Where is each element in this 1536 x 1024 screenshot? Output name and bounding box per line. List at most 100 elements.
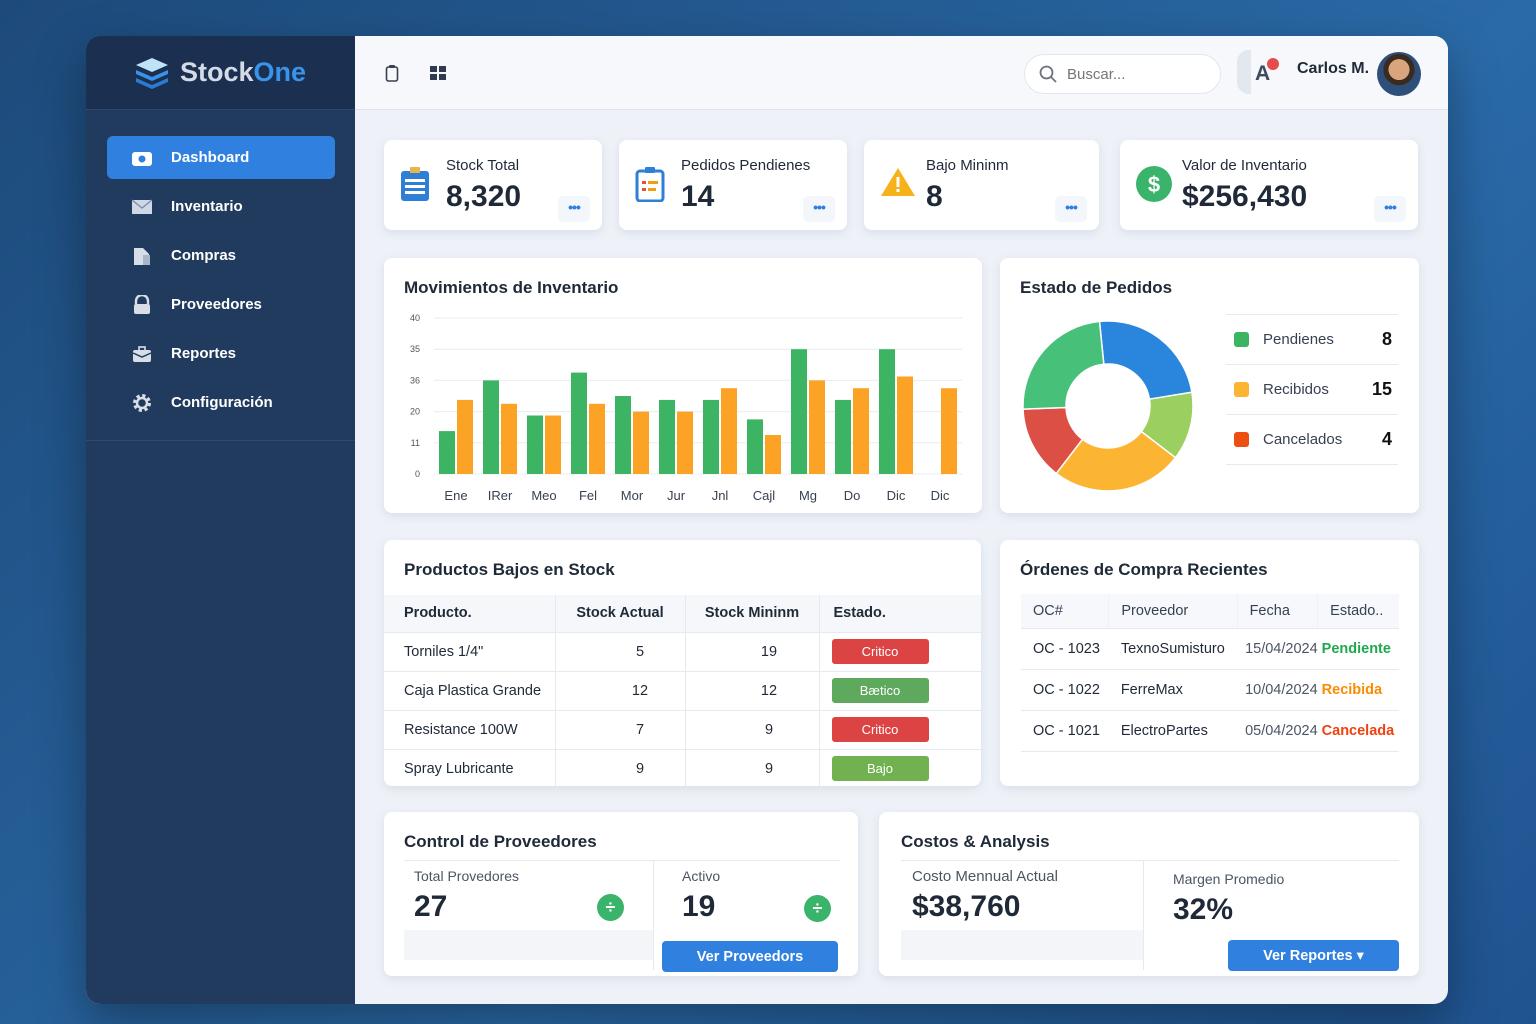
more-options-button[interactable]: ••• — [558, 196, 590, 222]
clipboard-outline-icon[interactable] — [385, 64, 399, 82]
stock-minimum: 12 — [684, 671, 819, 711]
table-row[interactable]: OC - 1022 FerreMax 10/04/2024 Recibida — [1021, 669, 1399, 711]
sidebar-item-inventario[interactable]: Inventario — [107, 185, 335, 228]
bar-outgoing[interactable] — [633, 411, 649, 474]
sidebar-item-label: Inventario — [171, 198, 243, 215]
search-box[interactable] — [1024, 54, 1221, 94]
column-header[interactable]: Estado. — [818, 595, 981, 633]
donut-segment[interactable] — [1022, 320, 1105, 410]
add-icon[interactable]: ÷ — [804, 895, 831, 922]
table-row[interactable]: Resistance 100W 7 9 Critico — [384, 710, 981, 750]
order-id[interactable]: OC - 1022 — [1021, 669, 1109, 711]
legend-label: Cancelados — [1263, 431, 1343, 448]
y-tick-label: 0 — [415, 469, 420, 479]
bar-outgoing[interactable] — [765, 435, 781, 474]
x-tick-label: IRer — [488, 488, 513, 503]
sidebar-nav: Dashboard Inventario Compras Proveedores Rep… — [86, 110, 355, 441]
costs-title: Costos & Analysis — [901, 832, 1050, 851]
grid-icon[interactable] — [430, 66, 446, 80]
app-window: StockOne Dashboard Inventario Compras Prove… — [86, 36, 1448, 1004]
stock-minimum: 19 — [684, 632, 819, 672]
view-suppliers-button[interactable]: Ver Proveedors — [662, 941, 838, 972]
x-tick-label: Do — [844, 488, 861, 503]
bar-outgoing[interactable] — [853, 388, 869, 474]
column-header[interactable]: Proveedor — [1108, 594, 1238, 629]
bar-outgoing[interactable] — [721, 388, 737, 474]
active-suppliers-value: 19 — [682, 890, 716, 923]
stock-minimum: 9 — [684, 710, 819, 750]
order-list-icon — [635, 166, 665, 207]
table-row[interactable]: OC - 1021 ElectroPartes 05/04/2024 Cancelad… — [1021, 710, 1399, 752]
kpi-card: $ Valor de Inventario $256,430 ••• — [1120, 140, 1418, 230]
donut-segment[interactable] — [1055, 430, 1177, 492]
search-input[interactable] — [1067, 65, 1197, 83]
view-reports-button[interactable]: Ver Reportes ▾ — [1228, 940, 1399, 971]
sidebar-item-reportes[interactable]: Reportes — [107, 332, 335, 375]
bar-incoming[interactable] — [879, 349, 895, 474]
movements-title: Movimientos de Inventario — [404, 278, 619, 297]
table-header: Producto. Stock Actual Stock Mininm Estado. — [384, 595, 981, 633]
column-header[interactable]: Producto. — [384, 595, 555, 633]
divider — [1237, 50, 1251, 94]
table-row[interactable]: Torniles 1/4" 5 19 Critico — [384, 632, 981, 672]
sidebar-item-proveedores[interactable]: Proveedores — [107, 283, 335, 326]
bar-incoming[interactable] — [439, 431, 455, 474]
costs-card: Costos & Analysis Costo Mennual Actual $… — [879, 812, 1419, 976]
column-header[interactable]: OC# — [1021, 594, 1109, 629]
notifications-button[interactable]: A — [1255, 58, 1279, 86]
brand-name: Stock — [180, 57, 254, 87]
more-options-button[interactable]: ••• — [1055, 196, 1087, 222]
stock-minimum: 9 — [684, 749, 819, 786]
column-header[interactable]: Stock Actual — [554, 595, 685, 633]
bar-incoming[interactable] — [747, 419, 763, 474]
more-options-button[interactable]: ••• — [1374, 196, 1406, 222]
add-icon[interactable]: ÷ — [597, 894, 624, 921]
column-header[interactable]: Stock Mininm — [684, 595, 819, 633]
bar-outgoing[interactable] — [897, 376, 913, 475]
user-name[interactable]: Carlos M. — [1297, 60, 1370, 77]
logo[interactable]: StockOne — [86, 36, 355, 110]
bar-incoming[interactable] — [527, 415, 543, 475]
table-row[interactable]: Caja Plastica Grande 12 12 Bætico — [384, 671, 981, 711]
table-row[interactable]: Spray Lubricante 9 9 Bajo — [384, 749, 981, 786]
order-id[interactable]: OC - 1021 — [1021, 710, 1109, 752]
bar-incoming[interactable] — [791, 349, 807, 474]
sidebar-item-dashboard[interactable]: Dashboard — [107, 136, 335, 179]
sidebar-item-configuracin[interactable]: Configuración — [107, 381, 335, 424]
column-header[interactable]: Fecha — [1236, 594, 1318, 629]
y-tick-label: 40 — [410, 313, 420, 323]
bar-outgoing[interactable] — [457, 399, 473, 474]
bar-outgoing[interactable] — [809, 380, 825, 474]
supplier-name: FerreMax — [1108, 669, 1238, 711]
table-row[interactable]: OC - 1023 TexnoSumisturo 15/04/2024 Pendien… — [1021, 628, 1399, 670]
briefcase-icon — [132, 345, 152, 362]
status-badge: Critico — [831, 639, 929, 664]
order-id[interactable]: OC - 1023 — [1021, 628, 1109, 670]
bar-incoming[interactable] — [483, 380, 499, 474]
bar-outgoing[interactable] — [501, 403, 517, 474]
bar-incoming[interactable] — [703, 399, 719, 474]
clipboard-icon — [400, 166, 430, 207]
x-tick-label: Fel — [579, 488, 597, 503]
kpi-card: Bajo Mininm 8 ••• — [864, 140, 1099, 230]
bar-outgoing[interactable] — [545, 415, 561, 475]
bar-outgoing[interactable] — [941, 388, 957, 474]
avatar[interactable] — [1377, 52, 1421, 96]
status-badge: Bajo — [831, 756, 929, 781]
bar-incoming[interactable] — [571, 372, 587, 474]
bar-incoming[interactable] — [835, 399, 851, 474]
column-header[interactable]: Estado.. — [1317, 594, 1399, 629]
x-tick-label: Jur — [667, 488, 686, 503]
gear-icon — [133, 393, 151, 412]
supplier-name: TexnoSumisturo — [1108, 628, 1238, 670]
sidebar-item-label: Reportes — [171, 345, 237, 362]
bar-incoming[interactable] — [615, 396, 631, 474]
bar-outgoing[interactable] — [589, 403, 605, 474]
donut-segment[interactable] — [1098, 320, 1193, 401]
kpi-card: Pedidos Pendienes 14 ••• — [619, 140, 847, 230]
bar-incoming[interactable] — [659, 399, 675, 474]
bar-outgoing[interactable] — [677, 411, 693, 474]
status-badge: Bætico — [831, 678, 929, 703]
more-options-button[interactable]: ••• — [803, 196, 835, 222]
sidebar-item-compras[interactable]: Compras — [107, 234, 335, 277]
